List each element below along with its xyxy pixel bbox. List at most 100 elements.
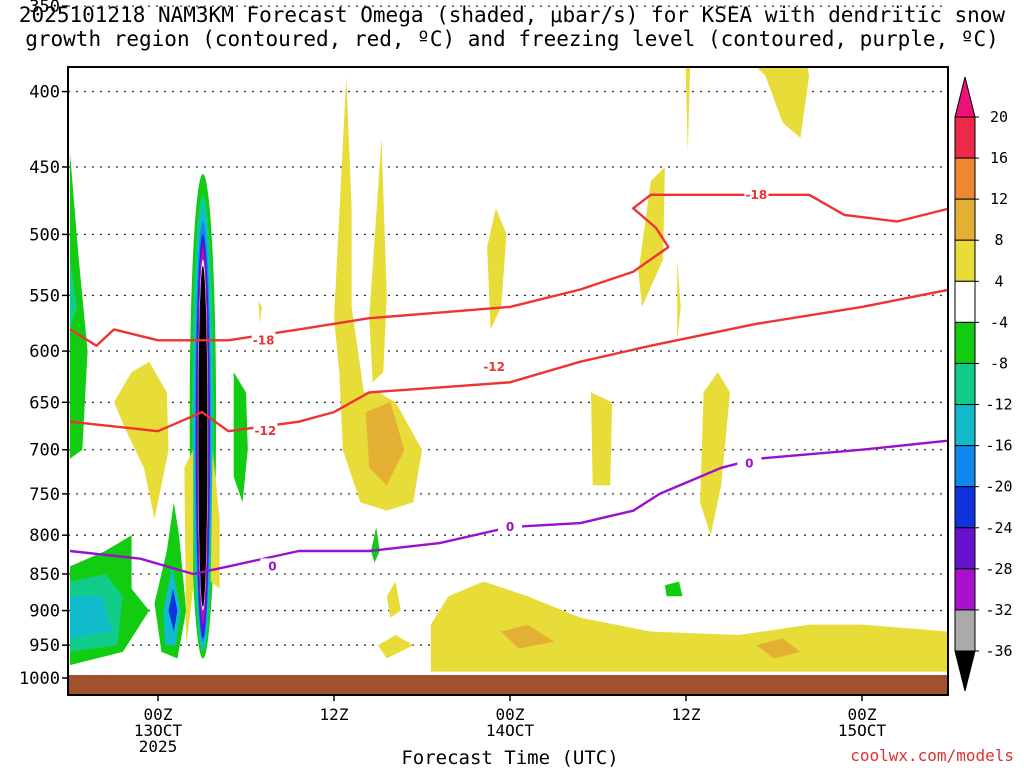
contour-label-background xyxy=(253,423,278,438)
colorbar-swatch xyxy=(954,527,976,570)
colorbar-label: -16 xyxy=(985,437,1012,455)
terrain-fill xyxy=(68,675,948,695)
omega-area-pos4 xyxy=(430,581,948,672)
omega-area-pos4 xyxy=(184,449,194,646)
x-tick-label: 00Z xyxy=(144,705,173,724)
contour-label: -18 xyxy=(746,188,768,202)
contour-label: -18 xyxy=(253,333,275,347)
contour-label: -12 xyxy=(483,360,505,374)
colorbar-swatch xyxy=(954,239,976,282)
contour-label-background xyxy=(260,558,285,573)
x-tick-label: 15OCT xyxy=(838,721,887,740)
omega-area-below-neg36 xyxy=(198,265,208,608)
colorbar-over-arrow xyxy=(954,76,976,118)
y-tick-label-550: 550 xyxy=(29,286,60,306)
colorbar-swatch xyxy=(954,568,976,611)
x-tick-label: 00Z xyxy=(848,705,877,724)
omega-area-pos8 xyxy=(756,638,801,659)
omega-area-pos4 xyxy=(210,449,220,589)
credit-link[interactable]: coolwx.com/models xyxy=(850,746,1014,765)
colorbar-swatch xyxy=(954,486,976,529)
contour-label: 0 xyxy=(268,559,276,573)
colorbar-label: 8 xyxy=(994,231,1003,249)
omega-shading xyxy=(70,0,948,672)
contour-line--18 xyxy=(69,193,948,347)
omega-area-neg12 xyxy=(70,596,113,639)
omega-area-pos4 xyxy=(114,361,169,519)
y-tick-label-600: 600 xyxy=(29,342,60,362)
omega-area-pos4 xyxy=(591,392,613,486)
omega-area-pos4 xyxy=(700,372,730,536)
colorbar-label: 20 xyxy=(990,108,1008,126)
y-tick-label-500: 500 xyxy=(29,225,60,245)
omega-area-pos4 xyxy=(386,581,401,618)
omega-area-pos4 xyxy=(334,75,422,511)
colorbar-under-arrow xyxy=(954,650,976,692)
colorbar-label: -12 xyxy=(985,396,1012,414)
x-tick-label: 13OCT xyxy=(134,721,183,740)
omega-area-pos4 xyxy=(378,635,414,659)
omega-area-pos4 xyxy=(756,67,810,138)
omega-area-pos4 xyxy=(721,0,747,59)
x-tick-label: 14OCT xyxy=(486,721,535,740)
colorbar-label: -24 xyxy=(985,519,1012,537)
colorbar-swatch xyxy=(954,404,976,447)
x-tick-label: 2025 xyxy=(139,737,178,756)
omega-area-pos4 xyxy=(677,259,681,341)
y-tick-label-700: 700 xyxy=(29,441,60,461)
colorbar-swatch xyxy=(954,198,976,241)
plot-frame xyxy=(67,66,949,696)
y-tick-label-750: 750 xyxy=(29,485,60,505)
colorbar-swatch xyxy=(954,280,976,323)
colorbar-label: -8 xyxy=(990,354,1008,372)
omega-area-neg4 xyxy=(233,372,248,503)
colorbar-label: -28 xyxy=(985,560,1012,578)
omega-area-pos4 xyxy=(685,67,691,153)
pressure-axis: 2503003504004505005506006507007508008509… xyxy=(19,0,68,689)
omega-area-neg4 xyxy=(371,527,380,563)
colorbar-label: 12 xyxy=(990,190,1008,208)
omega-area-pos4 xyxy=(258,301,262,324)
contour-label: 0 xyxy=(745,456,753,470)
x-tick-label: 00Z xyxy=(496,705,525,724)
contour-label-background xyxy=(498,519,522,534)
colorbar-label: 16 xyxy=(990,149,1008,167)
colorbar-swatch xyxy=(954,157,976,200)
x-tick-label: 12Z xyxy=(672,705,701,724)
y-tick-label-950: 950 xyxy=(29,636,60,656)
x-tick-label: 12Z xyxy=(320,705,349,724)
colorbar-swatch xyxy=(954,362,976,406)
y-tick-label-800: 800 xyxy=(29,526,60,546)
y-tick-label-850: 850 xyxy=(29,565,60,585)
contour-label: -12 xyxy=(255,424,277,438)
terrain-strip xyxy=(68,675,948,695)
y-tick-label-650: 650 xyxy=(29,393,60,413)
contour-label-background xyxy=(737,455,762,470)
colorbar-swatch xyxy=(954,321,976,364)
omega-area-neg4 xyxy=(70,152,88,459)
omega-area-neg4 xyxy=(664,581,683,597)
colorbar-label: -20 xyxy=(985,478,1012,496)
omega-area-pos8 xyxy=(365,402,405,486)
chart-title: 2025101218 NAM3KM Forecast Omega (shaded… xyxy=(0,3,1024,51)
chart-title-line-1: 2025101218 NAM3KM Forecast Omega (shaded… xyxy=(18,3,1006,27)
colorbar-label: -4 xyxy=(990,313,1008,331)
colorbar-swatch xyxy=(954,609,976,652)
colorbar-swatch xyxy=(954,445,976,488)
contour-line--12 xyxy=(69,288,948,433)
omega-area-pos4 xyxy=(369,137,387,383)
omega-area-pos4 xyxy=(487,208,507,330)
contour-label-background xyxy=(251,332,276,347)
colorbar-label: 4 xyxy=(994,272,1003,290)
contour-label-background xyxy=(482,358,507,373)
colorbar-label: -36 xyxy=(985,642,1012,660)
x-axis-title: Forecast Time (UTC) xyxy=(401,747,618,768)
omega-area-neg8 xyxy=(70,259,77,330)
colorbar-swatch xyxy=(954,116,976,159)
y-tick-label-450: 450 xyxy=(29,158,60,178)
colorbar-label: -32 xyxy=(985,601,1012,619)
colorbar: 20 16 12 8 4 -4 -8 -12 -16 -20 -24 -28 -32 -36 xyxy=(954,76,1013,692)
omega-area-pos4 xyxy=(638,167,665,307)
